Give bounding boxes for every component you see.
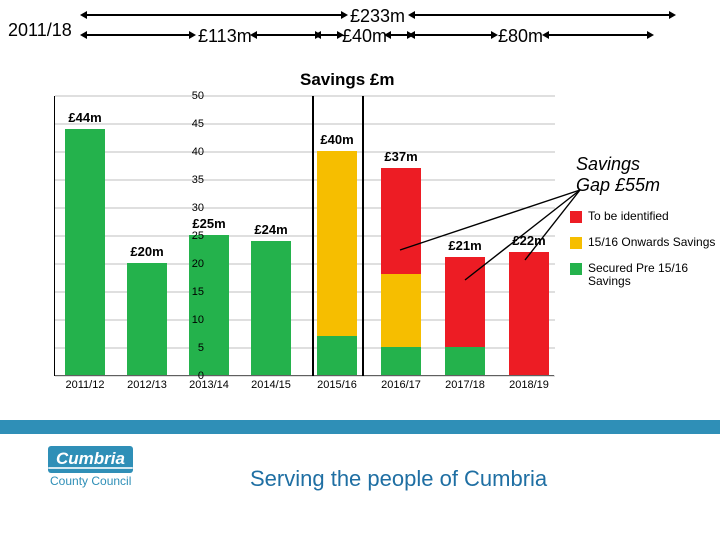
logo-subtext: County Council: [48, 475, 188, 487]
arrow-span3-left: [414, 34, 492, 36]
logo-wordmark: Cumbria: [48, 446, 133, 473]
footer-tagline: Serving the people of Cumbria: [250, 466, 547, 492]
y-tick: 10: [192, 314, 204, 326]
savings-chart: Savings £m £44m2011/12£20m2012/13£25m201…: [10, 70, 710, 400]
arrow-span1-left: [86, 34, 190, 36]
y-tick: 50: [192, 90, 204, 102]
legend-label: To be identified: [588, 210, 669, 224]
legend-item-onwards: 15/16 Onwards Savings: [570, 236, 720, 250]
arrow-total-left: [86, 14, 342, 16]
footer: Cumbria County Council Serving the peopl…: [0, 440, 720, 540]
divider-strip: [0, 420, 720, 434]
legend-item-secured: Secured Pre 15/16 Savings: [570, 262, 720, 290]
span2-label: £40m: [342, 26, 387, 47]
legend-swatch: [570, 263, 582, 275]
arrow-span1-right: [256, 34, 316, 36]
y-tick: 30: [192, 202, 204, 214]
arrow-total-right: [414, 14, 670, 16]
cumbria-logo: Cumbria County Council: [48, 446, 188, 487]
legend-swatch: [570, 237, 582, 249]
header-annotation: 2011/18 £233m £113m £40m £80m: [0, 6, 720, 62]
legend-swatch: [570, 211, 582, 223]
legend-label: Secured Pre 15/16 Savings: [588, 262, 720, 290]
y-tick: 40: [192, 146, 204, 158]
period-label: 2011/18: [8, 20, 72, 41]
y-tick: 15: [192, 286, 204, 298]
y-tick: 20: [192, 258, 204, 270]
legend-item-tobeid: To be identified: [570, 210, 720, 224]
y-tick: 35: [192, 174, 204, 186]
span1-label: £113m: [198, 26, 252, 47]
arrow-span2-right: [390, 34, 408, 36]
span3-label: £80m: [498, 26, 543, 47]
total-label: £233m: [350, 6, 405, 27]
y-tick: 25: [192, 230, 204, 242]
arrow-span3-right: [548, 34, 648, 36]
y-tick: 5: [198, 342, 204, 354]
chart-divider: [312, 96, 314, 376]
chart-divider: [362, 96, 364, 376]
y-tick: 45: [192, 118, 204, 130]
y-tick: 0: [198, 370, 204, 382]
chart-legend: To be identified 15/16 Onwards Savings Sec…: [570, 210, 720, 301]
arrow-span2-left: [320, 34, 338, 36]
legend-label: 15/16 Onwards Savings: [588, 236, 715, 250]
